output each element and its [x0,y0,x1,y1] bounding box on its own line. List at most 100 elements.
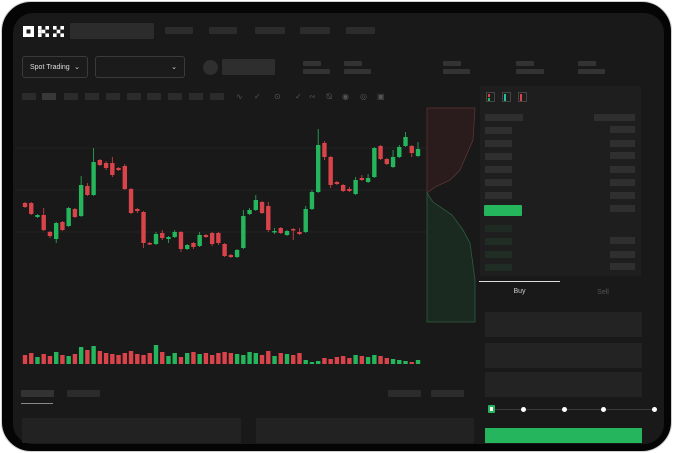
volume-bar [272,356,277,364]
volume-bar [315,361,321,364]
orderbook-both-icon[interactable] [486,92,495,102]
candle-body [66,208,71,226]
candle-body [172,232,177,237]
candle-body [284,231,290,235]
okx-logo[interactable] [23,26,65,37]
candle-body [153,234,159,244]
interval-button[interactable] [127,93,141,100]
filter-button[interactable] [388,390,421,397]
tab-buy[interactable]: Buy [513,288,526,295]
time-icon[interactable]: ⊙ [274,92,281,101]
chevron-down-icon: ⌄ [74,64,80,71]
line-tool-icon[interactable]: ∾ [309,92,316,101]
filter-button[interactable] [431,390,464,397]
volume-bar [328,359,333,364]
chevron-down-icon[interactable]: ✓ [295,92,302,101]
volume-bar [241,355,246,364]
candle-body [297,232,302,234]
candle-body [216,233,221,243]
candle-body [247,210,252,214]
total-input[interactable] [485,372,642,397]
candle-body [122,166,128,189]
candle-body [78,185,84,216]
candle-body [91,162,96,195]
candle-body [29,203,34,214]
candle-body [241,216,246,248]
search-bar[interactable] [70,23,154,39]
interval-button[interactable] [22,93,36,100]
interval-button[interactable] [64,93,78,100]
fullscreen-icon[interactable]: ▣ [377,92,385,101]
interval-button[interactable] [168,93,182,100]
volume-bar [253,353,259,364]
candle-body [147,243,152,245]
interval-button[interactable] [147,93,161,100]
candle-body [390,157,396,167]
nav-item[interactable] [300,27,330,34]
volume-bar [153,345,159,364]
orderbook-bids-icon[interactable] [502,92,511,102]
candle-body [203,235,209,237]
interval-button[interactable] [106,93,120,100]
tab-history[interactable] [67,390,100,397]
tab-sell[interactable]: Sell [597,289,609,296]
coin-icon [203,60,218,75]
volume-bar [184,353,190,364]
pair-select[interactable]: ⌄ [95,56,185,78]
candles-icon[interactable]: ∿ [236,92,243,101]
slider-stop[interactable] [521,407,526,412]
nav-item[interactable] [255,27,285,34]
candle-body [197,235,202,246]
amount-slider[interactable] [488,405,658,414]
amount-input[interactable] [485,343,642,368]
volume-bar [91,346,96,364]
price-input[interactable] [485,312,642,337]
candle-body [365,178,371,182]
depth-bids-area [426,191,476,323]
candle-body [184,245,190,249]
orderbook-asks-icon[interactable] [518,92,527,102]
volume-bar [160,352,165,364]
ruler-icon[interactable]: ⦰ [326,92,333,101]
buy-button[interactable] [485,428,642,443]
slider-handle[interactable] [488,405,495,413]
volume-bar [72,354,78,364]
slider-stop[interactable] [601,407,606,412]
candle-body [234,250,240,257]
indicator-icon[interactable]: ✓ [254,92,261,101]
candle-body [359,178,365,180]
volume-bar [122,353,128,364]
volume-bar [110,354,115,364]
volume-bar [334,357,340,364]
tab-underline [479,281,560,282]
tab-open-orders[interactable] [21,390,54,397]
interval-button[interactable] [42,93,56,100]
volume-bar [303,360,308,364]
nav-item[interactable] [165,27,193,34]
volume-bar [228,353,234,364]
volume-bar [309,362,315,364]
candle-body [266,206,271,230]
candle-body [353,180,358,194]
nav-item[interactable] [346,27,375,34]
volume-bar [234,354,240,364]
candle-body [415,149,421,156]
settings-icon[interactable]: ◎ [360,92,367,101]
volume-bar [222,352,227,364]
camera-icon[interactable]: ◉ [342,92,349,101]
volume-bar [278,353,283,364]
candle-body [209,233,215,244]
candle-body [272,231,277,233]
volume-bar [85,350,90,364]
interval-button[interactable] [85,93,99,100]
interval-button[interactable] [210,93,224,100]
interval-button[interactable] [189,93,203,100]
spot-trading-dropdown[interactable]: Spot Trading ⌄ [22,56,88,78]
candle-body [303,209,308,232]
slider-stop[interactable] [652,407,657,412]
volume-bar [141,355,146,364]
slider-stop[interactable] [562,407,567,412]
candle-body [160,233,165,238]
nav-item[interactable] [209,27,237,34]
